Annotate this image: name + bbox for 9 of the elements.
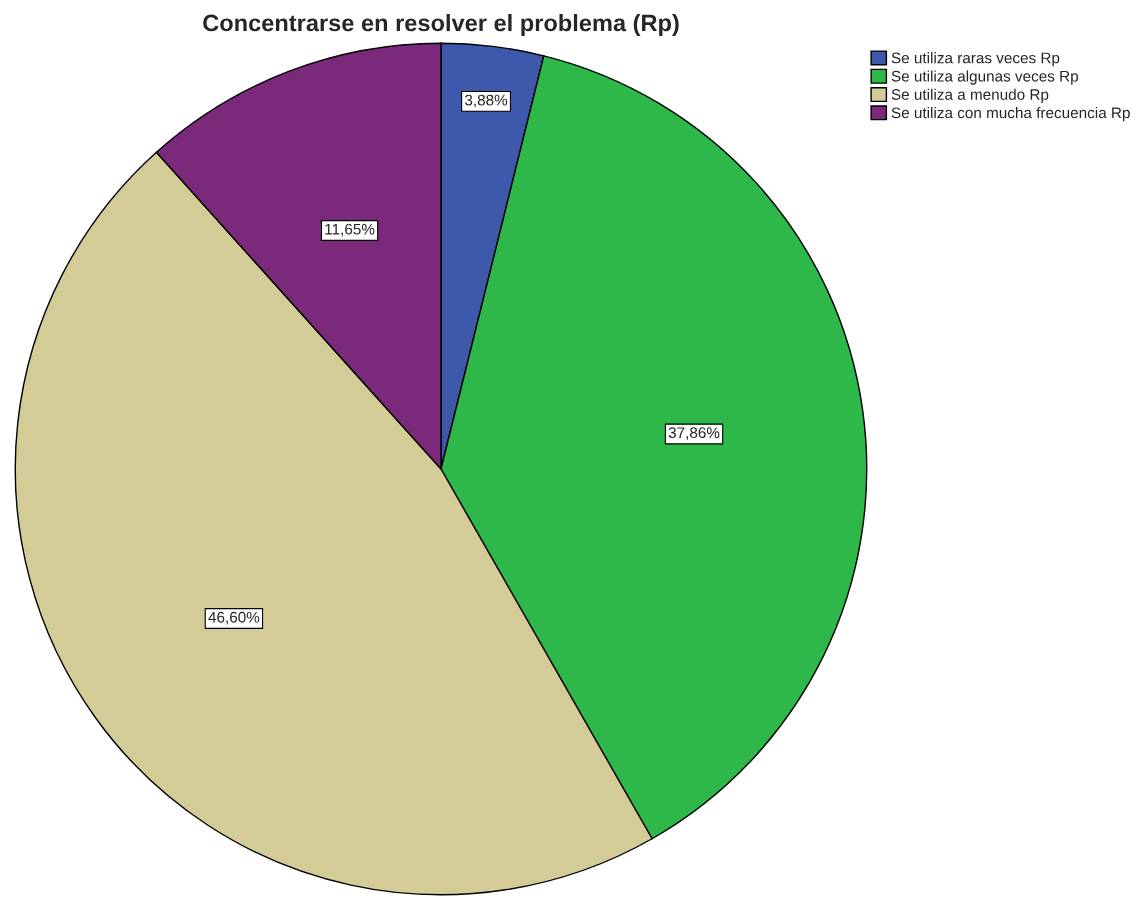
- legend-label: Se utiliza a menudo Rp: [891, 88, 1049, 103]
- data-label: 37,86%: [668, 427, 720, 440]
- chart-title: Concentrarse en resolver el problema (Rp): [203, 14, 679, 36]
- legend-label: Se utiliza raras veces Rp: [891, 52, 1060, 67]
- data-label: 11,65%: [325, 223, 375, 237]
- legend-label: Se utiliza algunas veces Rp: [891, 70, 1079, 85]
- legend-label: Se utiliza con mucha frecuencia Rp: [891, 106, 1130, 122]
- data-label: 46,60%: [208, 611, 260, 625]
- data-label: 3,88%: [464, 94, 508, 108]
